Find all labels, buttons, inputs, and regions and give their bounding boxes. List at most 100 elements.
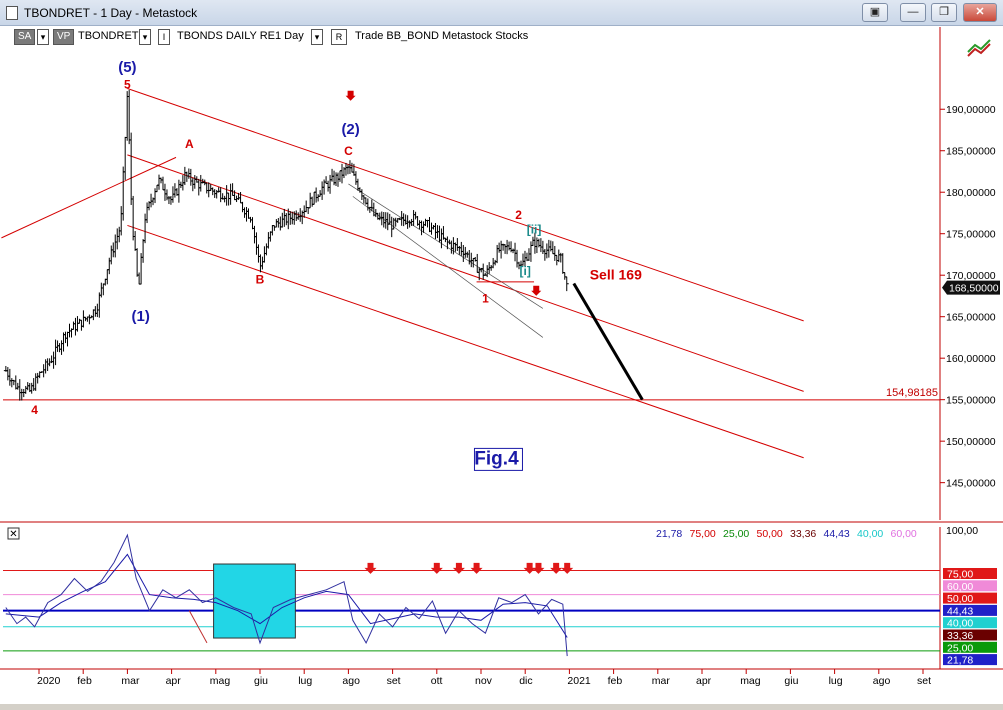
maximize-button[interactable]: ❐: [931, 3, 957, 22]
wave-label: 1: [482, 292, 489, 306]
wave-label: A: [185, 137, 194, 151]
wave-label: (2): [341, 121, 359, 138]
date-tick-label: giu: [254, 675, 268, 687]
period-dropdown-icon[interactable]: ▾: [311, 29, 323, 45]
price-tick-label: 190,00000: [946, 104, 996, 116]
sell-arrow-icon: [561, 562, 574, 574]
date-tick-label: mar: [652, 675, 671, 687]
indicator-value: 44,43: [824, 528, 850, 540]
indicator-value: 40,00: [857, 528, 883, 540]
indicator-trendline: [188, 610, 208, 644]
window-title: TBONDRET - 1 Day - Metastock: [24, 6, 198, 20]
channel-upper-line: [127, 88, 804, 322]
sell-arrow-icon: [470, 562, 483, 574]
date-tick-label: set: [387, 675, 401, 687]
level-badge-label: 50,00: [947, 593, 973, 605]
level-badge: [943, 592, 997, 604]
title-bar: TBONDRET - 1 Day - Metastock ▣ — ❐ ✕: [0, 0, 1003, 26]
date-axis: 2020 feb mar apr mag giu lug ago set ott nov dic 202…: [37, 669, 931, 687]
date-tick-label: giu: [784, 675, 798, 687]
channel-middle-line: [127, 154, 804, 392]
date-tick-label: 2020: [37, 675, 61, 687]
level-badge: [943, 654, 997, 666]
level-badge-label: 60,00: [947, 581, 973, 593]
date-tick-label: dic: [519, 675, 532, 687]
vp-button[interactable]: VP: [53, 29, 75, 45]
wave-label: 5: [124, 77, 131, 91]
wave-label: Sell 169: [590, 266, 642, 282]
sa-button[interactable]: SA: [14, 29, 36, 45]
sell-arrow-icon: [523, 562, 536, 574]
date-tick-label: ago: [873, 675, 891, 687]
level-badge-label: 40,00: [947, 618, 973, 630]
restore-layout-button[interactable]: ▣: [862, 3, 888, 22]
symbol-dropdown-icon[interactable]: ▾: [139, 29, 151, 45]
price-tick-label: 160,00000: [946, 353, 996, 365]
period-field[interactable]: 1 Day: [275, 30, 304, 42]
projection-line: [572, 282, 644, 401]
channel-lower-line: [127, 224, 804, 459]
trade-down-line: [967, 43, 991, 57]
support-level-label: 154,98185: [886, 387, 938, 399]
price-tick-label: 180,00000: [946, 187, 996, 199]
minimize-button[interactable]: —: [900, 3, 926, 22]
price-tick-label: 170,00000: [946, 270, 996, 282]
date-tick-label: 2021: [567, 675, 591, 687]
wave-label: (1): [131, 308, 149, 325]
oscillator-line: [5, 533, 568, 657]
price-tick-label: 155,00000: [946, 395, 996, 407]
level-badge: [943, 580, 997, 592]
date-tick-label: apr: [696, 675, 712, 687]
trade-up-line: [967, 39, 991, 53]
close-button[interactable]: ✕: [963, 3, 997, 22]
price-tick-label: 165,00000: [946, 312, 996, 324]
indicator-axis-label: 100,00: [946, 525, 978, 537]
r-button[interactable]: R: [331, 29, 347, 45]
close-pane-icon: [7, 527, 20, 540]
indicator-value: 25,00: [723, 528, 749, 540]
last-price-label: 168,50000: [949, 283, 999, 295]
level-badge-label: 44,43: [947, 605, 973, 617]
indicator-pane: ✕ 21,78 75,00 25,00 50,00 33,36 44,43 40,00 60,0…: [0, 525, 1003, 670]
indicator-value: 50,00: [757, 528, 783, 540]
trade-signal-icon: [967, 39, 991, 57]
wedge-line-upper: [348, 183, 544, 309]
wave-label: [ii]: [527, 223, 542, 237]
sa-dropdown-icon[interactable]: ▾: [37, 29, 49, 45]
last-price-badge: [942, 280, 1000, 295]
level-badge-label: 21,78: [947, 655, 973, 667]
wave-label: 2: [515, 208, 522, 222]
sell-arrow-icon: [452, 562, 465, 574]
figure-label-box: [473, 447, 523, 471]
sell-arrow-icon: [345, 90, 356, 101]
level-badge: [943, 641, 997, 653]
level-badge: [943, 617, 997, 629]
date-tick-label: ago: [342, 675, 360, 687]
sell-arrow-icon: [550, 562, 563, 574]
price-tick-label: 145,00000: [946, 478, 996, 490]
close-pane-glyph: ✕: [9, 529, 17, 540]
date-tick-label: lug: [298, 675, 312, 687]
symbol-field[interactable]: TBONDRET: [78, 30, 139, 42]
level-badge-label: 25,00: [947, 642, 973, 654]
date-tick-label: ott: [431, 675, 443, 687]
date-tick-label: feb: [77, 675, 92, 687]
date-tick-label: mar: [121, 675, 140, 687]
highlight-box: [213, 563, 296, 639]
trendline-a-to-upper: [1, 156, 177, 239]
wave-label: [i]: [520, 264, 531, 278]
status-strip: [0, 704, 1003, 710]
toolbar-links: Trade BB_BOND Metastock Stocks: [355, 30, 529, 42]
date-tick-label: nov: [475, 675, 493, 687]
price-tick-label: 150,00000: [946, 436, 996, 448]
indicator-value: 60,00: [891, 528, 917, 540]
price-bars: [3, 90, 569, 401]
sell-arrow-icon: [430, 562, 443, 574]
document-icon: [6, 6, 18, 20]
level-badge-label: 75,00: [947, 569, 973, 581]
price-pane: 190,00000 185,00000 180,00000 175,00000 170,…: [0, 27, 1003, 523]
sell-arrow-icon: [364, 562, 377, 574]
security-description: TBONDS DAILY RE: [177, 30, 276, 42]
symbol-info-icon[interactable]: I: [158, 29, 170, 45]
